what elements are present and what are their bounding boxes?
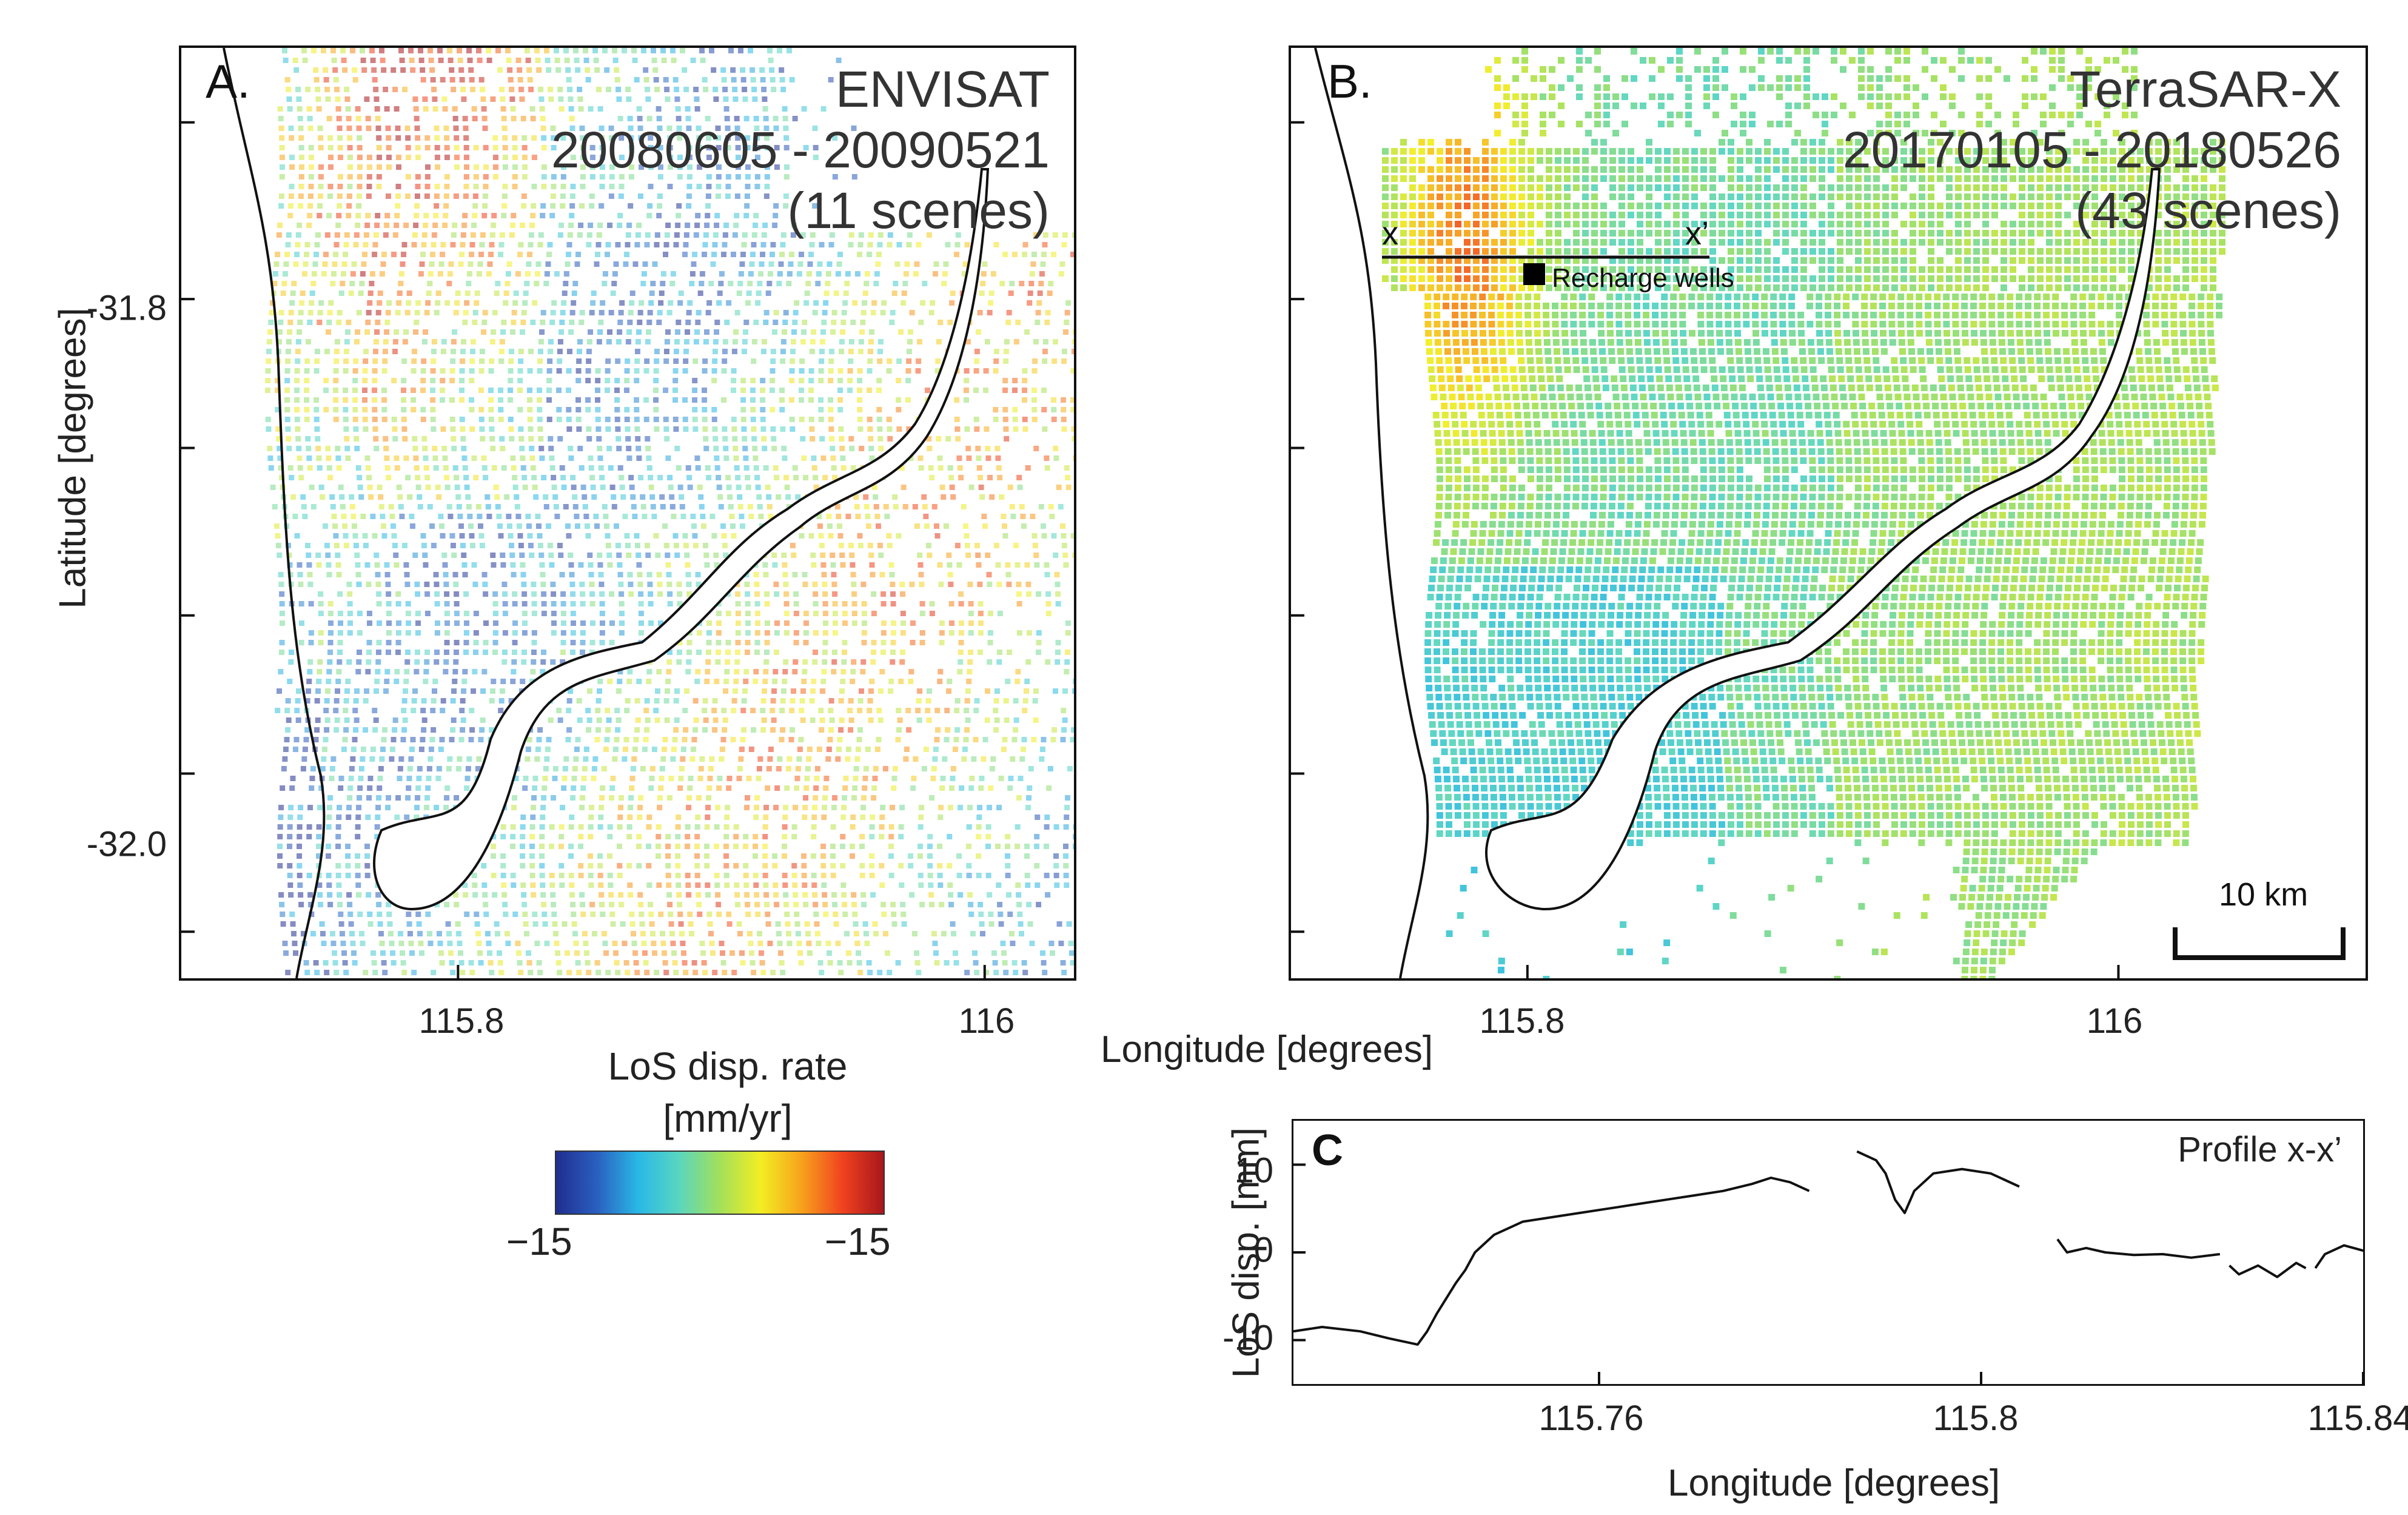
panel-a-map-canvas (181, 48, 1074, 978)
panel-b-scenes: (43 scenes) (2075, 182, 2341, 239)
panel-b-info: TerraSAR-X 20170105 - 20180526 (43 scene… (1843, 59, 2341, 241)
profile-chart-canvas (1293, 1150, 2408, 1384)
panel-a-displacement-field (265, 48, 1074, 975)
profile-end-label: x’ (1685, 215, 1709, 252)
colorbar (555, 1151, 885, 1215)
map-xlabel: Longitude [degrees] (1101, 1029, 1434, 1070)
profile-series-2 (1856, 1150, 2020, 1214)
panel-b-dates: 20170105 - 20180526 (1842, 121, 2341, 178)
panel-a-scenes: (11 scenes) (787, 182, 1050, 239)
lat-tick-2: -32.0 (86, 824, 167, 864)
panel-a-axis-ticks (181, 121, 986, 978)
panel-a-satellite: ENVISAT (835, 61, 1050, 118)
profile-start-label: x (1382, 215, 1398, 252)
chart-tick-marks (1293, 1163, 2364, 1384)
chart-xtick-3: 115.84 (2307, 1399, 2408, 1438)
colorbar-max-label: −15 (825, 1220, 891, 1263)
profile-series-4 (2229, 1261, 2307, 1278)
panel-b-lon-tick-1: 115.8 (1479, 1001, 1565, 1041)
panel-b-map: B. TerraSAR-X 20170105 - 20180526 (43 sc… (1289, 45, 2368, 981)
profile-series-5 (2314, 1240, 2408, 1269)
colorbar-title-line1: LoS disp. rate (608, 1044, 848, 1088)
profile-series-3 (2056, 1238, 2221, 1259)
panel-c-chart: C Profile x-x’ (1292, 1119, 2408, 1386)
panel-b-map-canvas (1291, 48, 2346, 978)
panel-b-coastline (1314, 48, 1429, 978)
colorbar-title: LoS disp. rate [mm/yr] (534, 1040, 922, 1144)
recharge-wells-marker (1523, 263, 1545, 285)
colorbar-min-label: −15 (506, 1220, 572, 1263)
panel-a-label: A. (206, 55, 250, 108)
chart-xtick-2: 115.8 (1933, 1399, 2019, 1438)
panel-b-lon-tick-2: 116 (2086, 1001, 2143, 1041)
profile-annotation: Profile x-x’ (2178, 1130, 2342, 1169)
recharge-wells-label: Recharge wells (1552, 263, 1734, 293)
panel-b-label: B. (1327, 55, 1372, 108)
scale-bar (2173, 927, 2346, 960)
panel-a-info: ENVISAT 20080605 - 20090521 (11 scenes) (551, 59, 1050, 241)
panel-b-axis-ticks (1291, 121, 2120, 978)
panel-a-dates: 20080605 - 20090521 (551, 121, 1050, 178)
profile-series-1 (1293, 1177, 1810, 1346)
chart-xtick-1: 115.76 (1538, 1399, 1644, 1438)
chart-ytick-neg10: -10 (1222, 1318, 1273, 1358)
panel-a-river (373, 168, 990, 911)
panel-b-river (1485, 168, 2161, 911)
chart-ytick-0: 0 (1253, 1230, 1273, 1270)
chart-ylabel: LoS disp. [mm] (1225, 1127, 1267, 1379)
lat-tick-1: -31.8 (86, 288, 167, 328)
chart-xlabel: Longitude [degrees] (1668, 1462, 2001, 1504)
panel-c-label: C (1312, 1126, 1343, 1175)
panel-a-lon-tick-1: 115.8 (418, 1001, 505, 1041)
panel-b-satellite: TerraSAR-X (2069, 61, 2341, 118)
panel-a-lon-tick-2: 116 (958, 1001, 1015, 1041)
chart-ytick-10: 10 (1234, 1151, 1273, 1191)
panel-a-map: A. ENVISAT 20080605 - 20090521 (11 scene… (179, 45, 1076, 981)
scale-bar-label: 10 km (2219, 876, 2309, 913)
map-ylabel: Latitude [degrees] (52, 307, 94, 609)
panel-a-coastline (223, 48, 326, 978)
colorbar-title-line2: [mm/yr] (663, 1097, 793, 1140)
